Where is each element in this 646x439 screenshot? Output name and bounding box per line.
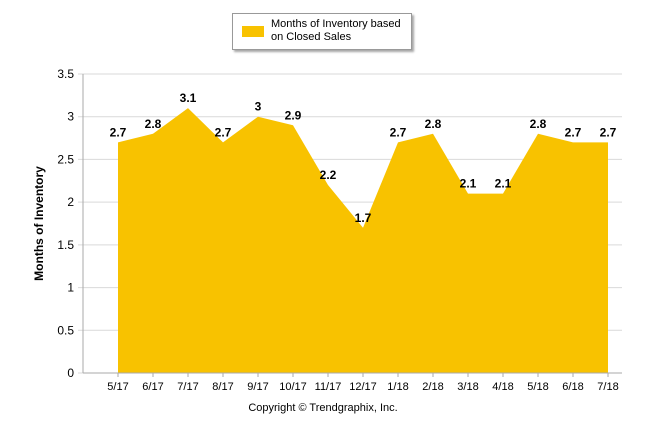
- data-label: 2.7: [600, 125, 617, 139]
- x-tick-label: 10/17: [279, 381, 307, 393]
- x-tick-label: 7/18: [597, 381, 618, 393]
- y-tick-label: 1: [67, 281, 74, 295]
- x-tick-label: 11/17: [315, 381, 342, 393]
- y-tick-label: 0: [67, 366, 74, 380]
- data-label: 2.1: [460, 177, 477, 191]
- data-label: 2.1: [495, 177, 512, 191]
- y-tick-label: 1.5: [57, 238, 74, 252]
- x-tick-label: 9/17: [247, 381, 268, 393]
- legend-swatch: [242, 26, 264, 37]
- data-label: 2.7: [390, 125, 407, 139]
- y-tick-label: 3: [67, 110, 74, 124]
- data-label: 2.8: [425, 117, 442, 131]
- y-tick-label: 2: [67, 195, 74, 209]
- x-tick-label: 4/18: [492, 381, 513, 393]
- x-tick-label: 7/17: [177, 381, 198, 393]
- y-axis-title: Months of Inventory: [32, 166, 46, 281]
- x-tick-label: 5/18: [527, 381, 548, 393]
- data-label: 2.9: [285, 108, 302, 122]
- x-tick-label: 6/17: [142, 381, 163, 393]
- x-tick-label: 6/18: [562, 381, 583, 393]
- x-tick-label: 3/18: [457, 381, 478, 393]
- y-tick-label: 2.5: [57, 152, 74, 166]
- data-label: 2.7: [110, 125, 127, 139]
- legend: Months of Inventory based on Closed Sale…: [232, 13, 412, 50]
- data-label: 2.7: [565, 125, 582, 139]
- x-tick-label: 12/17: [349, 381, 377, 393]
- data-label: 2.8: [145, 117, 162, 131]
- y-tick-label: 3.5: [57, 67, 74, 81]
- x-tick-label: 5/17: [107, 381, 128, 393]
- y-tick-label: 0.5: [57, 323, 74, 337]
- x-tick-label: 8/17: [212, 381, 233, 393]
- area-series: [118, 108, 608, 374]
- x-tick-label: 2/18: [422, 381, 443, 393]
- data-label: 2.2: [320, 168, 337, 182]
- legend-label: Months of Inventory based on Closed Sale…: [271, 18, 401, 43]
- data-label: 3.1: [180, 91, 197, 105]
- x-tick-label: 1/18: [387, 381, 408, 393]
- copyright-text: Copyright © Trendgraphix, Inc.: [248, 402, 398, 414]
- data-label: 2.7: [215, 125, 232, 139]
- data-label: 3: [255, 100, 262, 114]
- data-label: 2.8: [530, 117, 547, 131]
- data-label: 1.7: [355, 211, 372, 225]
